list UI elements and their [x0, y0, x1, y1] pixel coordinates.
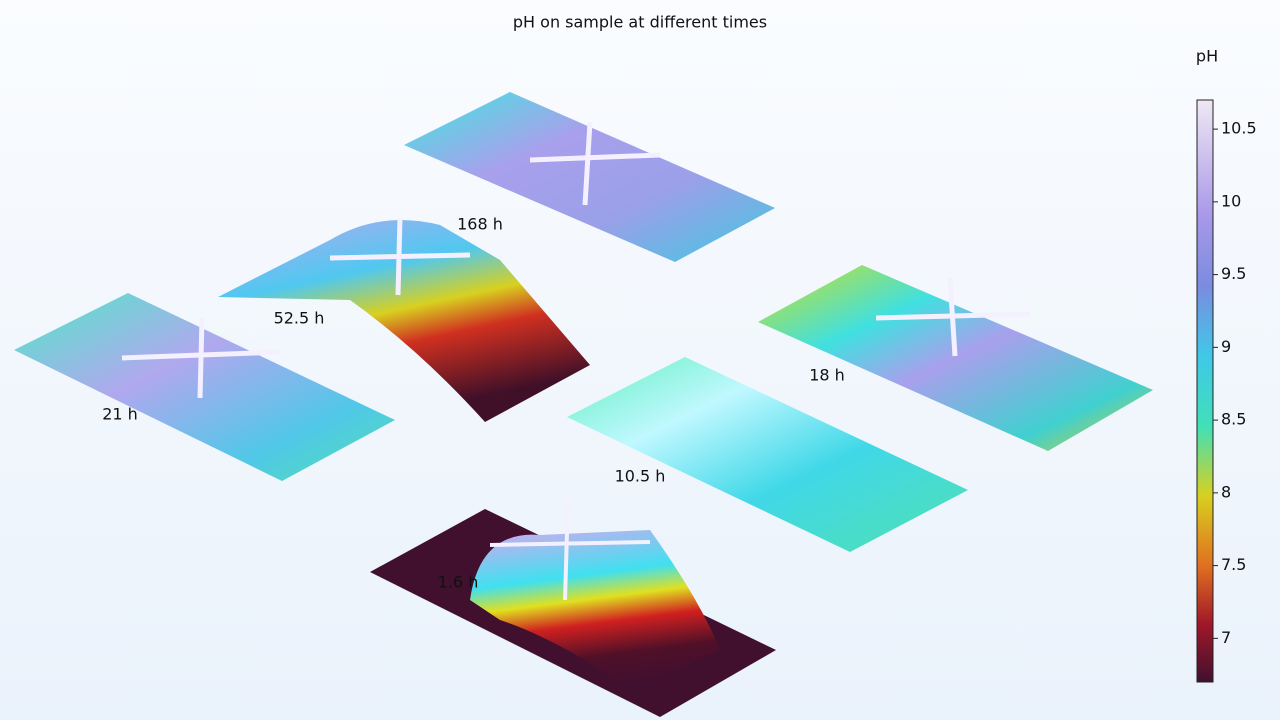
time-label: 10.5 h — [615, 467, 666, 486]
colorbar-tick-label: 8 — [1221, 482, 1231, 501]
cross — [529, 121, 661, 206]
time-label: 21 h — [102, 405, 138, 424]
cross — [489, 497, 651, 601]
time-label: 168 h — [457, 215, 503, 234]
colorbar-tick-label: 8.5 — [1221, 410, 1246, 429]
colorbar — [1196, 99, 1214, 683]
colorbar-tick-label: 9 — [1221, 337, 1231, 356]
colorbar-tick-label: 9.5 — [1221, 264, 1246, 283]
cross — [329, 217, 471, 296]
surface-18h — [758, 265, 1153, 451]
surface-21h — [14, 293, 395, 481]
time-label: 18 h — [809, 366, 845, 385]
surface-52-5h — [218, 220, 590, 422]
surface-168h — [404, 92, 775, 262]
surface-10-5h — [567, 357, 968, 552]
colorbar-tick-label: 7 — [1221, 628, 1231, 647]
surfaces — [14, 92, 1153, 717]
time-label: 52.5 h — [274, 309, 325, 328]
colorbar-tick-label: 10 — [1221, 191, 1241, 210]
colorbar-tick-label: 10.5 — [1221, 119, 1257, 138]
colorbar-title: pH — [1196, 47, 1218, 66]
time-label: 1.6 h — [438, 573, 479, 592]
surface-1-6h-peak — [470, 530, 720, 690]
colorbar-tick-label: 7.5 — [1221, 555, 1246, 574]
title: pH on sample at different times — [513, 13, 767, 32]
cross — [121, 317, 281, 399]
cross — [875, 277, 1031, 357]
